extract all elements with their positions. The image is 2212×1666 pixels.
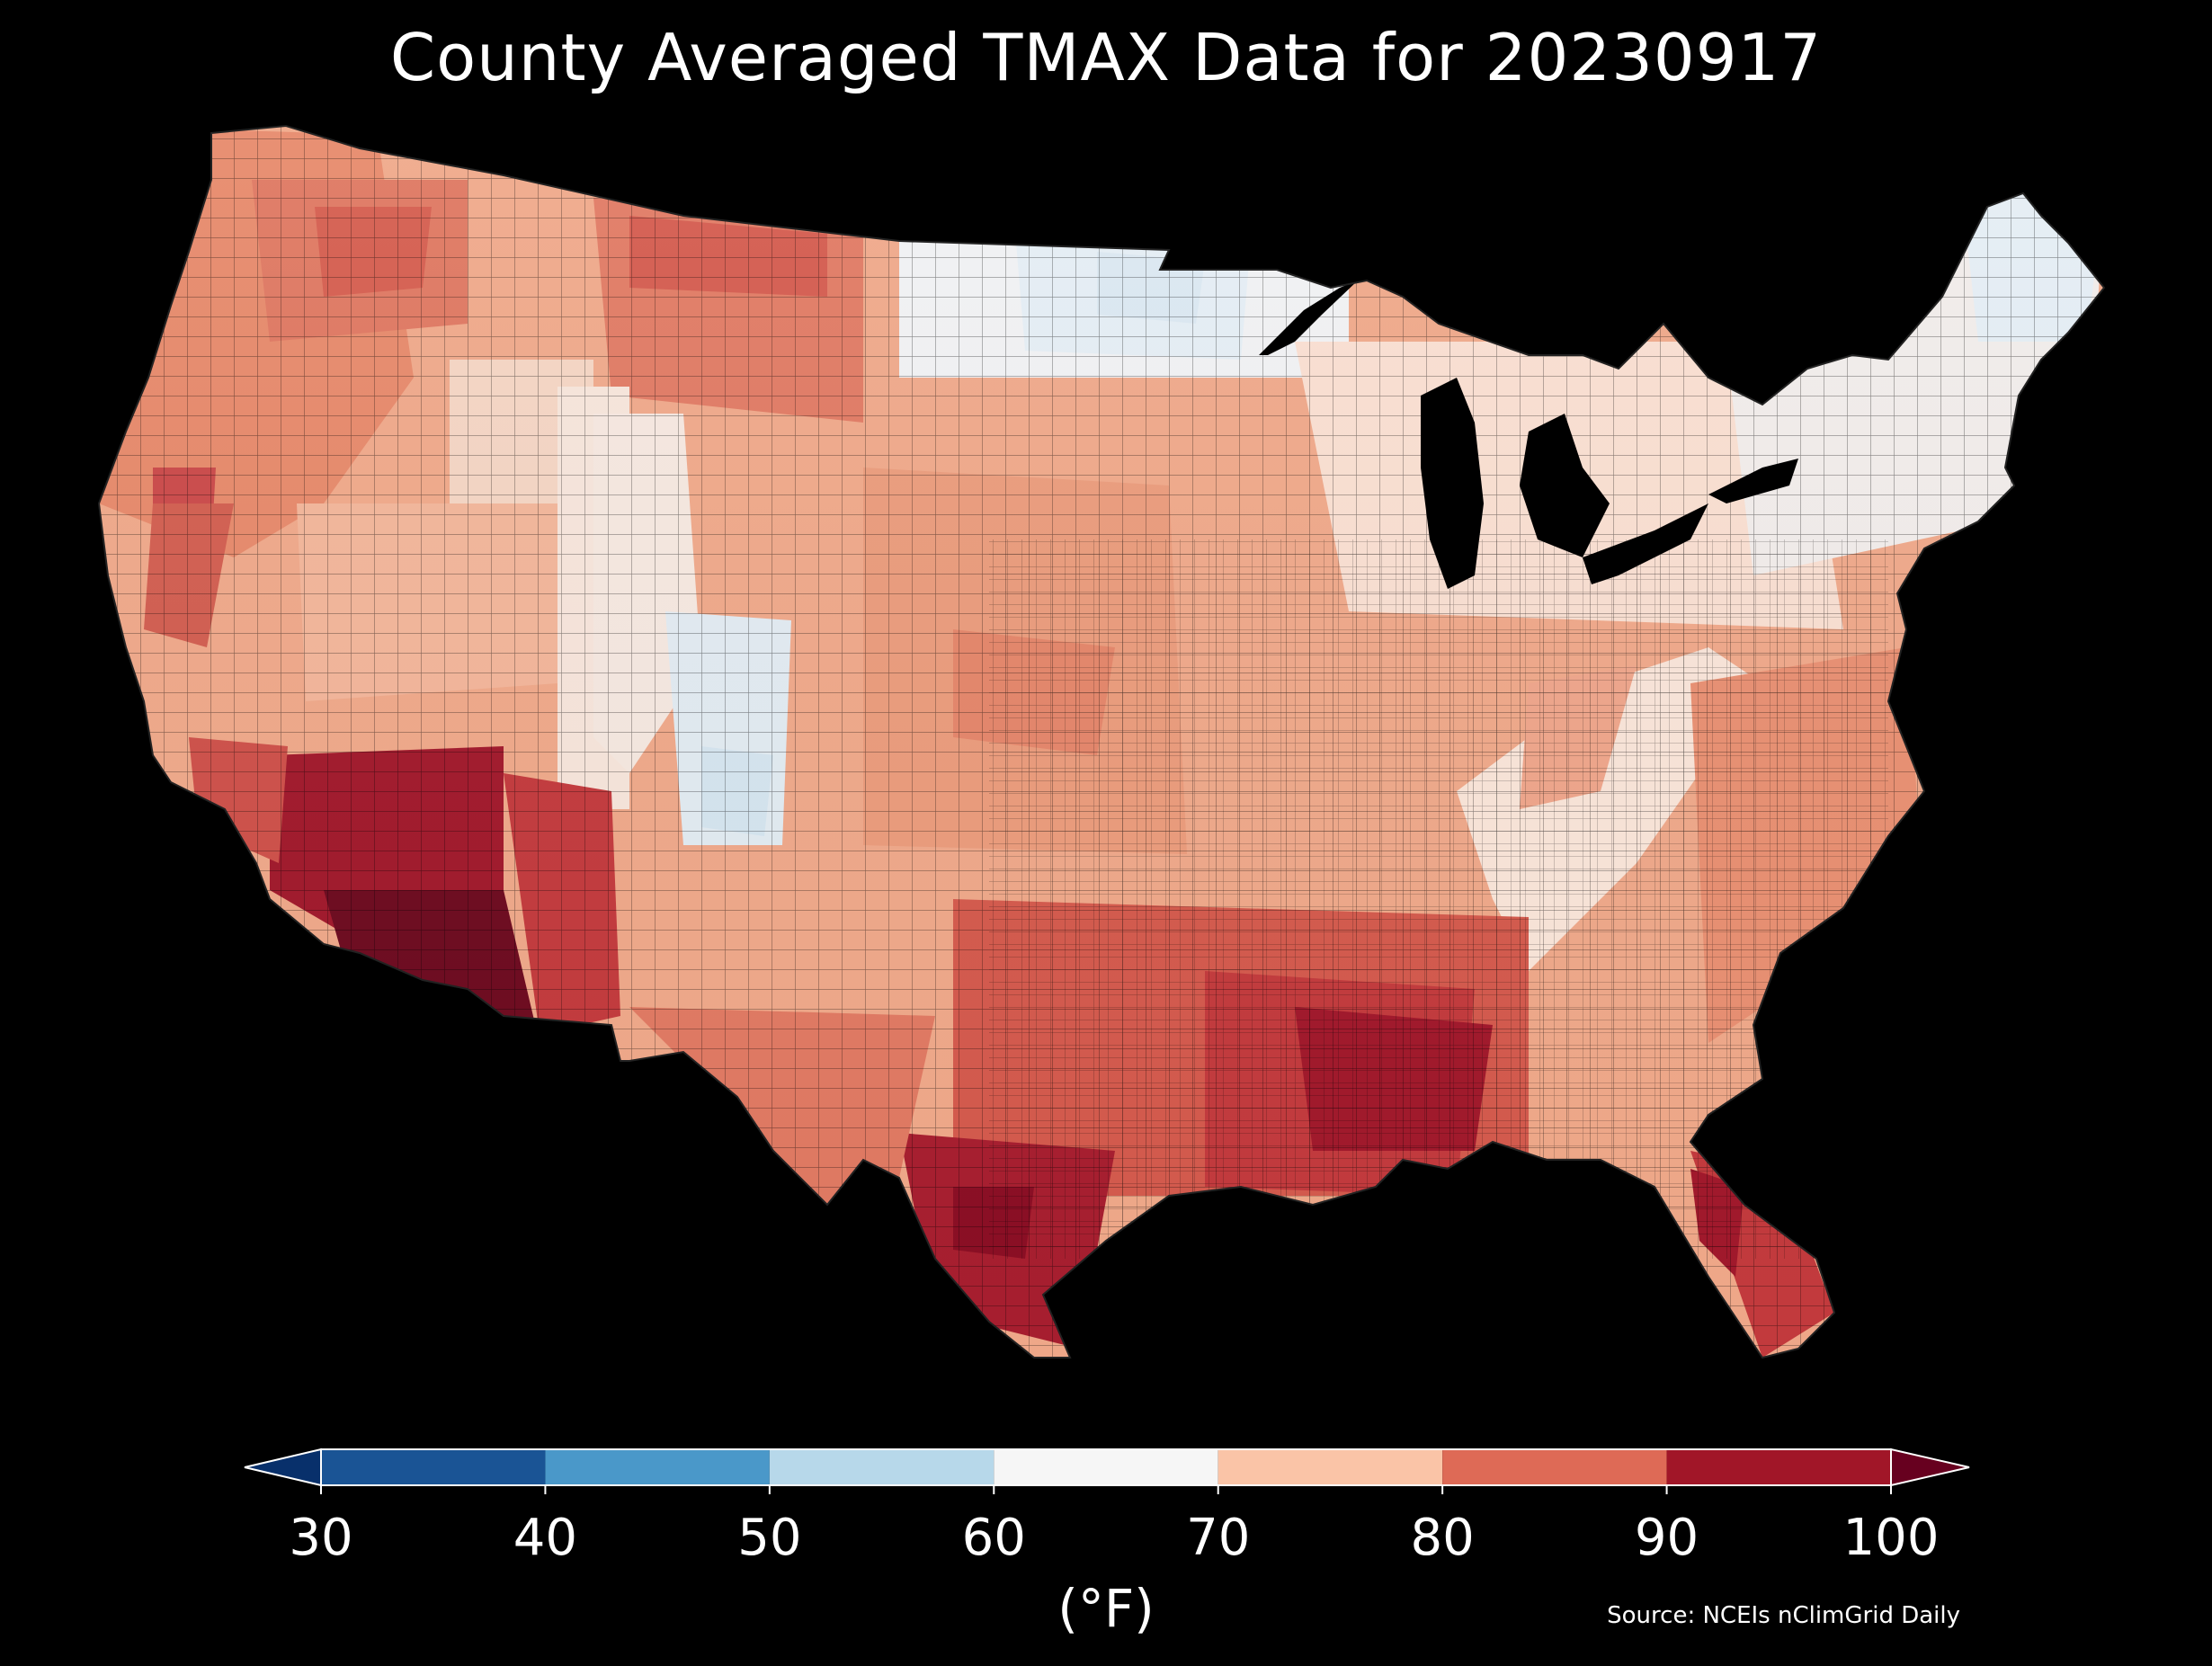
colorbar-bin-3 [994, 1449, 1218, 1485]
colorbar-tick-label: 40 [513, 1509, 578, 1567]
great-lakes [1259, 281, 1798, 589]
colorbar-bin-0 [321, 1449, 546, 1485]
colorbar-frame [320, 1448, 1892, 1486]
colorbar-bin-6 [1666, 1449, 1891, 1485]
colorbar-tick-label: 90 [1634, 1509, 1699, 1567]
colorbar-tick-label: 30 [289, 1509, 353, 1567]
colorbar-tick-label: 70 [1186, 1509, 1251, 1567]
colorbar-tick-label: 100 [1842, 1509, 1940, 1567]
colorbar-tick-label: 50 [737, 1509, 802, 1567]
colorbar-tick-label: 60 [961, 1509, 1026, 1567]
colorbar-bin-1 [545, 1449, 770, 1485]
source-credit: Source: NCEIs nClimGrid Daily [1607, 1602, 1960, 1629]
colorbar-tick-label: 80 [1410, 1509, 1475, 1567]
colorbar-bin-5 [1442, 1449, 1667, 1485]
colorbar-bin-4 [1217, 1449, 1443, 1485]
page-title: County Averaged TMAX Data for 20230917 [389, 20, 1823, 95]
colorbar-under-triangle [244, 1448, 322, 1487]
colorbar-bin-2 [769, 1449, 995, 1485]
colorbar-over-triangle [1890, 1448, 1970, 1487]
colorbar-unit-label: (°F) [1057, 1578, 1155, 1639]
